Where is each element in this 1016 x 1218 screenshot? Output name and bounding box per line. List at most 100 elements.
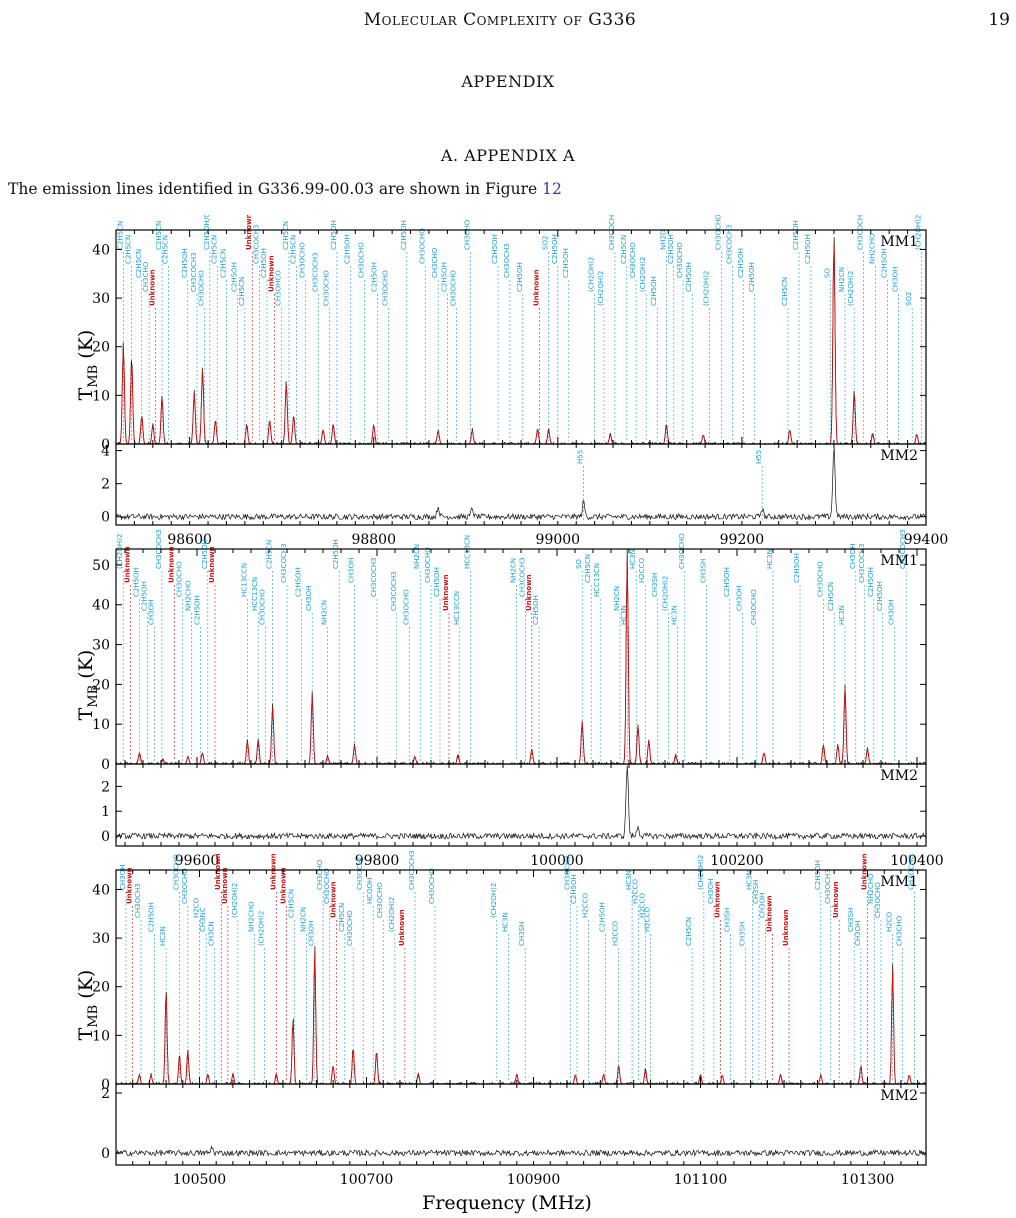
molecule-label: CH3OH <box>849 544 857 569</box>
observed-spectrum <box>116 765 926 841</box>
molecule-label: C2H5OH <box>147 902 155 932</box>
y-tick-label: 50 <box>92 558 110 574</box>
molecule-label: C2H5OH <box>880 248 888 278</box>
molecule-label: C2H5CN <box>685 917 693 946</box>
panel-frame <box>115 763 927 847</box>
y-tick-label: 0 <box>101 1146 110 1162</box>
molecule-label: CH3OCH3 <box>824 869 832 904</box>
molecule-label: C2H5CN <box>827 582 835 611</box>
molecule-label: NH2CHO <box>868 233 876 264</box>
y-tick-label: 30 <box>92 291 110 307</box>
molecule-label: NH2CN <box>838 267 846 292</box>
molecule-label: C2H5CN <box>282 221 290 250</box>
y-tick-label: 10 <box>92 717 110 733</box>
molecule-label: C2H5CN <box>620 235 628 264</box>
molecule-label: HC3N <box>671 605 679 625</box>
molecule-label: C2H5OH <box>194 595 202 625</box>
panel-frame <box>115 443 927 526</box>
body-paragraph: The emission lines identified in G336.99… <box>8 180 562 198</box>
molecule-label: SO <box>575 559 583 569</box>
molecule-label: CH3NC <box>199 907 207 932</box>
molecule-label: (CH2OH)2 <box>116 534 124 569</box>
panel-label: MM2 <box>880 768 918 784</box>
x-tick-label: 100500 <box>173 1172 226 1188</box>
appendix-heading: APPENDIX <box>461 72 555 91</box>
spectra-figure: C2H5CN C2H5CN C2H5CN CH3CHO Unknown C2H5CN C2H… <box>75 215 949 1214</box>
running-head: Molecular Complexity of G336 19 <box>0 10 1016 40</box>
molecule-label: C2H5OH <box>551 234 559 264</box>
molecule-label: C2H5OH <box>260 248 268 278</box>
model-spectrum <box>116 246 926 444</box>
molecule-label: CH3OH <box>759 893 767 918</box>
molecule-label: CH3CHO <box>896 915 904 946</box>
molecule-label: C2H5OH <box>814 860 822 890</box>
molecule-label: CH3OCHO <box>376 882 384 918</box>
x-tick-label: 99800 <box>355 853 400 869</box>
panel-label: MM2 <box>880 448 918 464</box>
y-axis-labels: TMB (K)TMB (K)TMB (K) <box>75 330 101 1041</box>
molecule-label: CH3COCH3 <box>190 252 198 292</box>
molecule-label: C2H5OH <box>723 567 731 597</box>
molecule-label: HC3N <box>620 605 628 625</box>
y-tick-label: 4 <box>101 444 110 460</box>
y-label-unit: (K) <box>75 650 97 685</box>
y-label-main: T <box>75 1027 97 1040</box>
body-text: The emission lines identified in G336.99… <box>8 180 543 198</box>
molecule-label: C2H5CN <box>210 235 218 264</box>
molecule-label: CH3COCH3 <box>312 252 320 292</box>
molecule-label: NH2CN <box>299 907 307 932</box>
molecule-label: NH2CN <box>510 558 518 583</box>
molecule-label: CH3OCHO <box>678 533 686 569</box>
molecule-label: C2H5OH <box>667 234 675 264</box>
molecule-label: CH3OCHO <box>874 882 882 918</box>
molecule-label: H2CCO <box>612 921 620 946</box>
molecule-label: C2H5OH <box>598 902 606 932</box>
molecule-label: HC3N <box>501 912 509 932</box>
molecule-label: C2H5OH <box>491 234 499 264</box>
x-tick-label: 100700 <box>340 1172 393 1188</box>
molecule-label: (CH2OH)2 <box>258 911 266 946</box>
observed-spectrum <box>116 945 926 1084</box>
molecule-label: C2H5OH <box>344 234 352 264</box>
unknown-line-label: Unknown <box>123 546 131 583</box>
y-axis-label: TMB (K) <box>75 330 101 401</box>
x-tick-label: 98600 <box>167 532 212 548</box>
x-tick-label: 99000 <box>536 532 581 548</box>
molecule-label: CH3OCHO <box>629 242 637 278</box>
molecule-label: C2H5OH <box>132 567 140 597</box>
y-label-sub: MB <box>86 1005 101 1028</box>
molecule-label: C2H5CN <box>266 540 274 569</box>
molecule-label: H2CO <box>886 911 894 932</box>
molecule-label: CH3OCHO <box>428 868 436 904</box>
molecule-label: CH3OCHO <box>676 242 684 278</box>
figure-link[interactable]: 12 <box>542 180 562 198</box>
molecule-label: CH3OCHO <box>418 228 426 264</box>
molecule-label: C2H5OH <box>532 595 540 625</box>
unknown-line-label: Unknown <box>267 255 275 292</box>
molecule-label: CH3OCHO <box>907 854 915 890</box>
molecule-label: HC3N <box>766 549 774 569</box>
molecule-label: CH3OCHO <box>172 854 180 890</box>
running-head-title: Molecular Complexity of G336 <box>363 10 637 30</box>
molecule-label: CH3COCH3 <box>253 224 261 264</box>
x-axis-label: Frequency (MHz) <box>422 1192 592 1214</box>
molecule-label: C2H5CN <box>125 235 133 264</box>
unknown-line-label: Unknown <box>269 853 277 890</box>
x-tick-label: 98800 <box>351 532 396 548</box>
molecule-label: H55 <box>577 450 585 464</box>
y-tick-label: 20 <box>92 980 110 996</box>
molecule-label: HCOOH <box>366 878 374 904</box>
molecule-label: CH3CN <box>208 921 216 946</box>
y-tick-label: 0 <box>101 510 110 526</box>
unknown-line-label: Unknown <box>442 574 450 611</box>
molecule-label: CH3COCH3 <box>390 571 398 611</box>
molecule-label: C2H5OH <box>332 539 340 569</box>
molecule-label: HC3N <box>838 605 846 625</box>
molecule-label: C2H5OH <box>650 276 658 306</box>
y-axis-label: TMB (K) <box>75 650 101 721</box>
x-tick-label: 99400 <box>904 532 949 548</box>
unknown-line-label: Unknown <box>532 269 540 306</box>
molecule-label: C2H5CN <box>584 554 592 583</box>
molecule-label: CH3OCHO <box>299 242 307 278</box>
molecule-label: CH3OCHO <box>358 242 366 278</box>
